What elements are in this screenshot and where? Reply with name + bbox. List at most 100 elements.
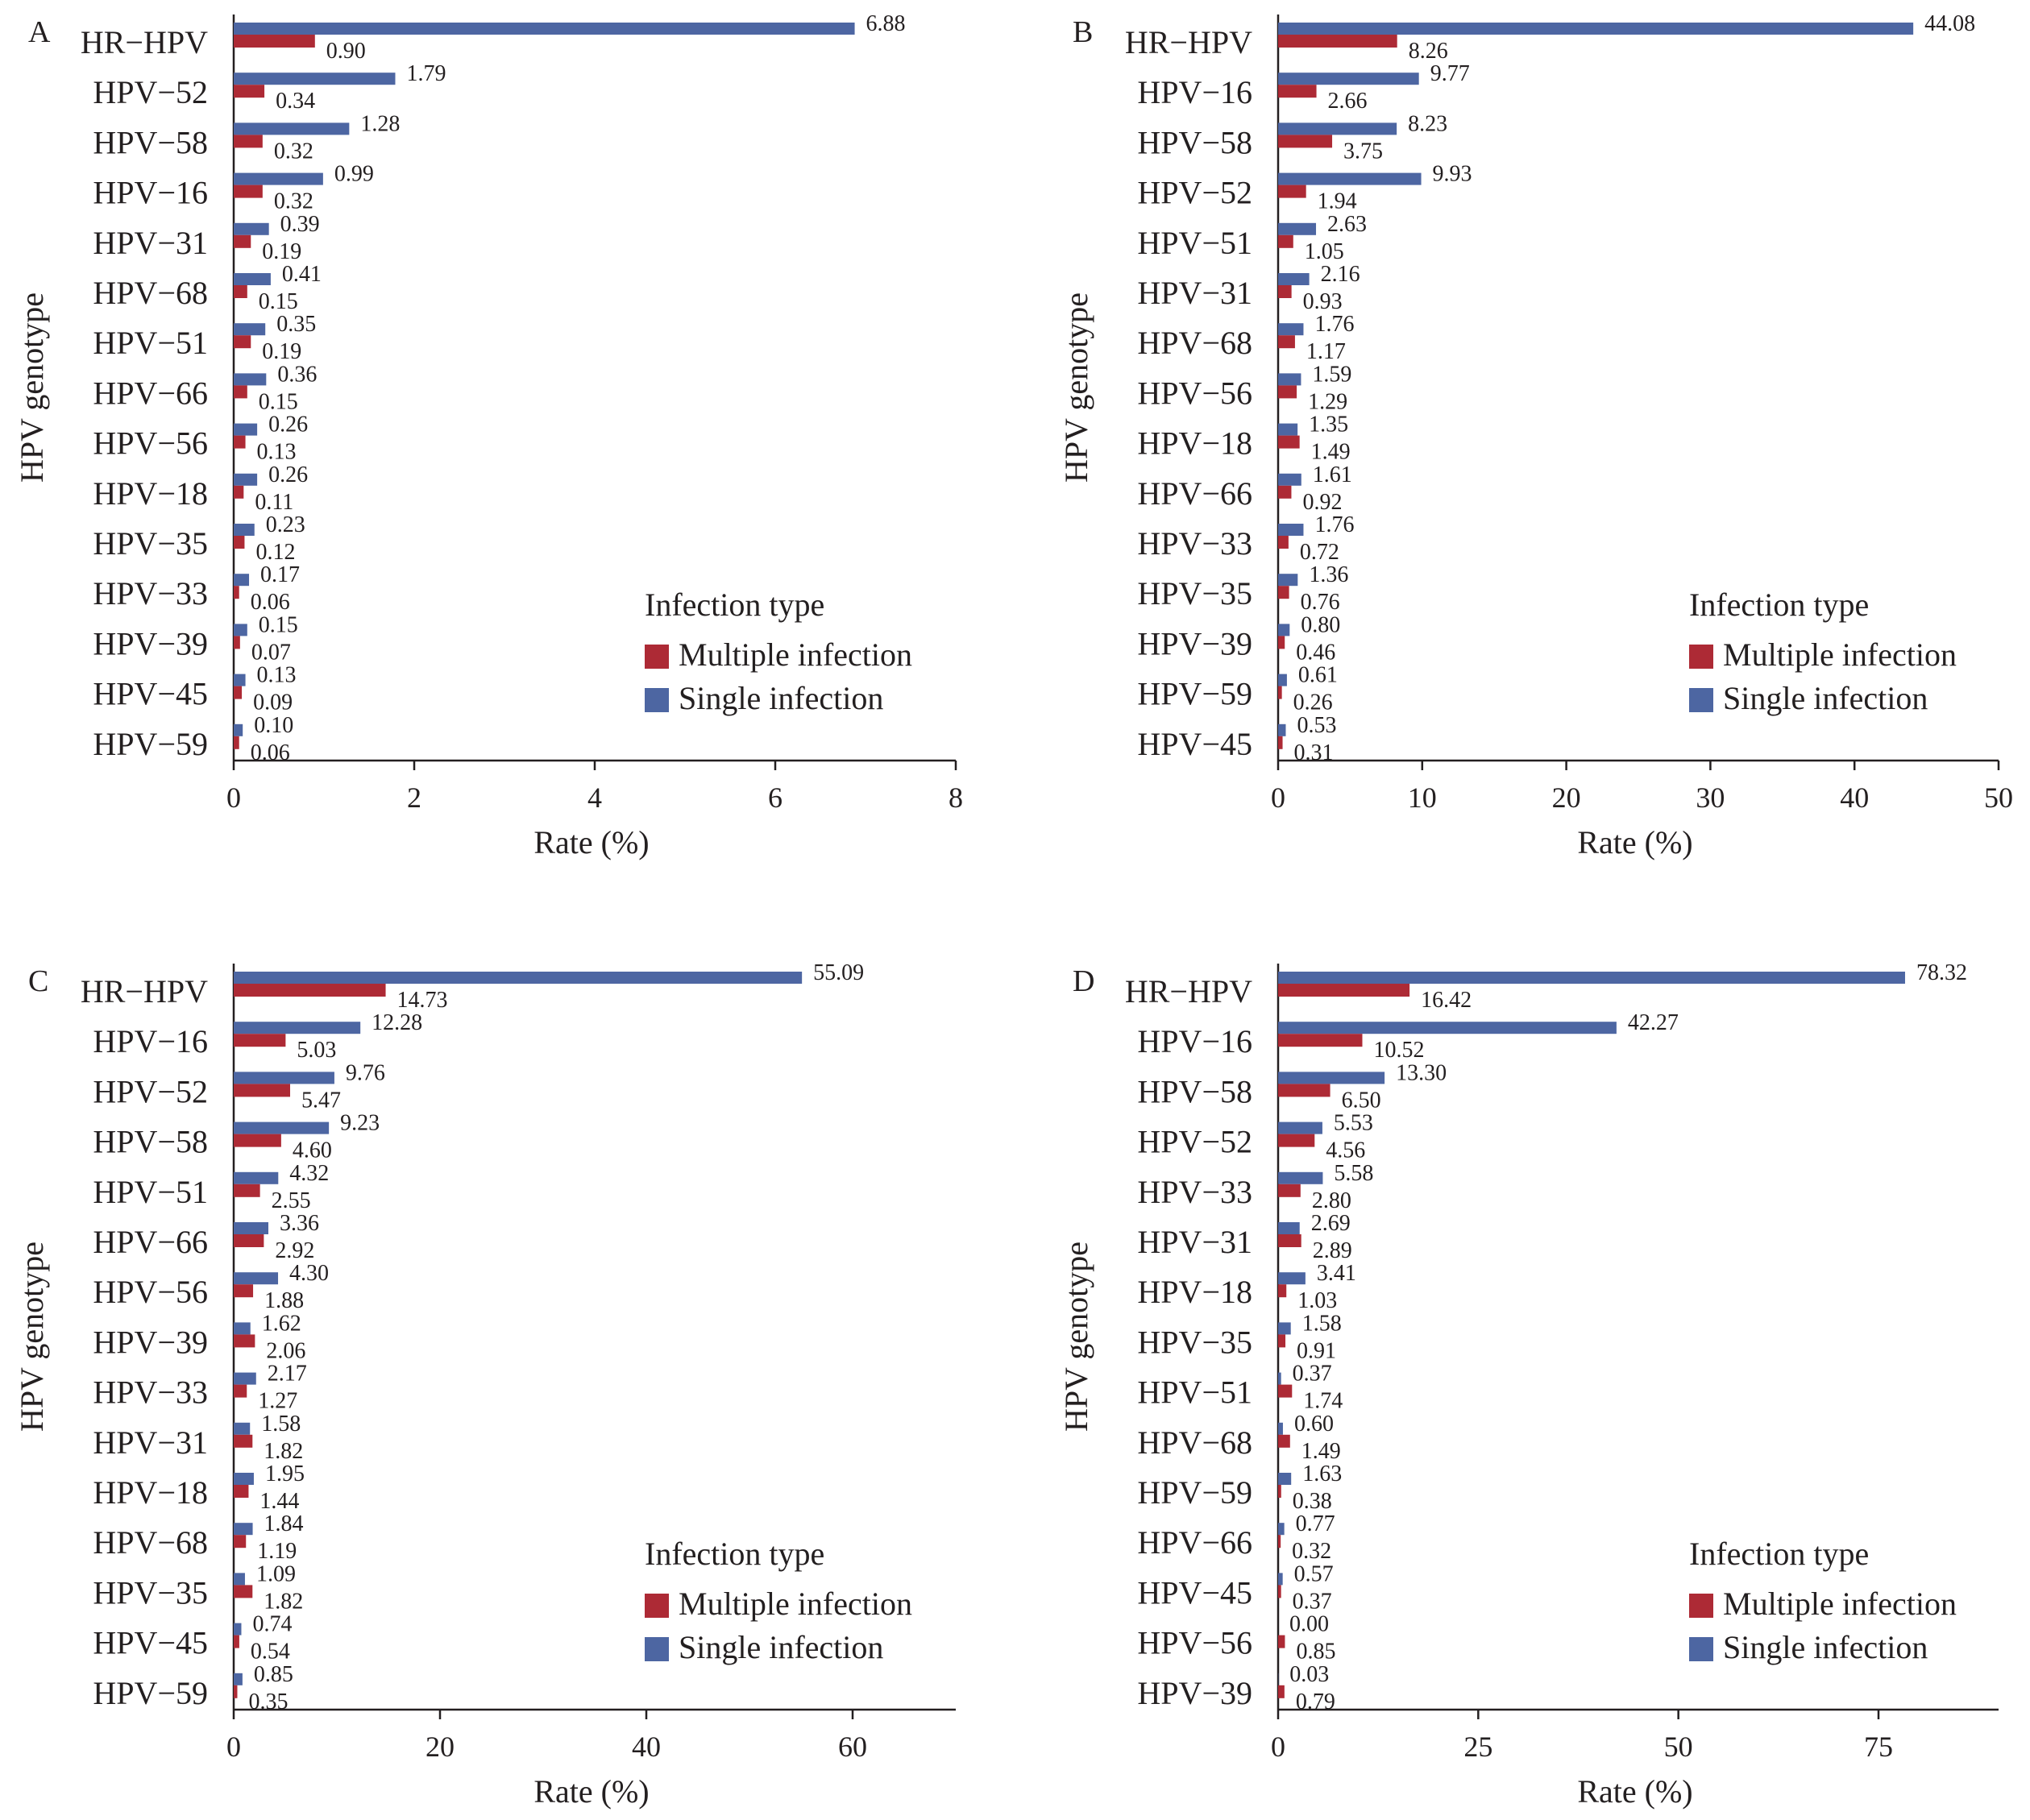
panel-c-bar-multiple	[234, 1485, 248, 1498]
panel-d-label-single: 3.41	[1317, 1261, 1356, 1286]
panel-a-bar-single	[234, 223, 269, 235]
panel-b-label-single: 1.61	[1313, 462, 1352, 487]
panel-d-bar-single	[1278, 1523, 1285, 1535]
panel-b-bar-single	[1278, 173, 1422, 185]
panel-b-bar-multiple	[1278, 285, 1292, 298]
panel-c-bar-multiple	[234, 1685, 237, 1698]
panel-a-label-multiple: 0.13	[257, 440, 297, 465]
panel-a-label-multiple: 0.32	[274, 139, 313, 164]
panel-c-category-label: HPV−16	[93, 1023, 208, 1059]
panel-a-bar-multiple	[234, 335, 251, 348]
panel-b-category-label: HPV−33	[1137, 525, 1252, 562]
panel-c-category-label: HPV−18	[93, 1474, 208, 1511]
panel-b-x-tick-label: 20	[1552, 781, 1581, 814]
panel-c-legend-swatch-multiple	[645, 1594, 669, 1618]
panel-a-category-label: HPV−35	[93, 525, 208, 562]
panel-d-label-single: 5.58	[1334, 1161, 1373, 1186]
panel-c-bar-single	[234, 1573, 245, 1585]
panel-b-label-single: 44.08	[1924, 11, 1975, 36]
panel-b-bar-multiple	[1278, 135, 1332, 147]
panel-b-label-single: 9.77	[1430, 61, 1470, 86]
panel-b-bar-multiple	[1278, 385, 1297, 398]
panel-a-bar-single	[234, 724, 243, 736]
panel-a-category-label: HPV−18	[93, 475, 208, 512]
panel-a-x-axis-label: Rate (%)	[533, 824, 649, 860]
panel-c-bar-multiple	[234, 1084, 290, 1097]
panel-b-label-multiple: 1.05	[1305, 239, 1344, 264]
panel-c-label-multiple: 1.27	[258, 1389, 297, 1414]
panel-c-label-single: 0.85	[254, 1662, 293, 1687]
panel-c-category-label: HPV−35	[93, 1574, 208, 1611]
panel-b-label-single: 2.16	[1321, 262, 1360, 287]
panel-c-label-multiple: 5.47	[301, 1088, 341, 1113]
panel-c-label-multiple: 0.54	[251, 1640, 290, 1665]
panel-a-bar-single	[234, 23, 855, 35]
panel-c-category-label: HPV−68	[93, 1524, 208, 1561]
panel-c-bar-single	[234, 1172, 278, 1184]
panel-a-bar-single	[234, 524, 255, 536]
panel-a-label-single: 0.36	[277, 362, 317, 387]
panel-a-label-single: 0.41	[282, 262, 322, 287]
panel-c-bar-multiple	[234, 1435, 252, 1448]
panel-d-label-multiple: 0.38	[1293, 1489, 1332, 1514]
panel-a-bar-single	[234, 674, 246, 686]
panel-b-label-multiple: 2.66	[1328, 89, 1368, 114]
panel-c-bar-single	[234, 1072, 334, 1084]
panel-c-category-label: HPV−52	[93, 1073, 208, 1109]
panel-c-legend-swatch-single	[645, 1637, 669, 1661]
panel-b-bar-single	[1278, 273, 1310, 285]
panel-c-bar-multiple	[234, 1535, 246, 1548]
panel-a-bar-multiple	[234, 235, 251, 248]
panel-d-bar-single	[1278, 1072, 1384, 1084]
panel-d-legend-swatch-multiple	[1689, 1594, 1713, 1618]
panel-b-label-multiple: 3.75	[1343, 139, 1383, 164]
panel-d-label-multiple: 0.79	[1296, 1689, 1335, 1714]
panel-c-x-tick-label: 60	[838, 1731, 867, 1763]
panel-b-bar-single	[1278, 674, 1287, 686]
panel-b-category-label: HPV−35	[1137, 575, 1252, 612]
panel-d-label-single: 42.27	[1628, 1010, 1679, 1035]
panel-a-category-label: HPV−16	[93, 175, 208, 211]
panel-c-category-label: HR−HPV	[81, 973, 208, 1009]
panel-a-bar-single	[234, 474, 257, 486]
panel-c-bar-single	[234, 972, 802, 984]
panel-c-x-tick-label: 40	[632, 1731, 661, 1763]
panel-b-label-multiple: 0.92	[1302, 490, 1342, 515]
panel-b-bar-multiple	[1278, 35, 1397, 48]
panel-b-category-label: HPV−16	[1137, 74, 1252, 110]
panel-d-category-label: HPV−58	[1137, 1073, 1252, 1109]
panel-a-x-tick-label: 4	[587, 781, 602, 814]
panel-b-x-axis-label: Rate (%)	[1577, 824, 1692, 860]
panel-a-bar-multiple	[234, 35, 315, 48]
panel-b-bar-multiple	[1278, 185, 1306, 198]
panel-a-label-single: 0.13	[257, 663, 297, 688]
panel-c-label-multiple: 14.73	[397, 988, 448, 1013]
panel-a-label-single: 1.79	[406, 61, 446, 86]
panel-b-label-multiple: 0.46	[1296, 640, 1335, 665]
panel-b-bar-single	[1278, 474, 1301, 486]
panel-b-bar-multiple	[1278, 686, 1282, 699]
panel-d-category-label: HPV−66	[1137, 1524, 1252, 1561]
panel-d-legend-title: Infection type	[1689, 1536, 1869, 1572]
panel-a-category-label: HPV−59	[93, 726, 208, 762]
panel-d-category-label: HPV−45	[1137, 1574, 1252, 1611]
panel-c-category-label: HPV−66	[93, 1224, 208, 1260]
panel-d-label-single: 0.37	[1293, 1362, 1332, 1387]
panel-d-bar-single	[1278, 1172, 1322, 1184]
panel-c-label-multiple: 1.88	[264, 1288, 304, 1313]
panel-d-label-single: 0.00	[1289, 1612, 1329, 1637]
panel-b-bar-single	[1278, 122, 1397, 135]
panel-a-label-single: 0.99	[334, 162, 374, 187]
panel-a-legend-label-single: Single infection	[679, 680, 883, 716]
panel-a-label-multiple: 0.06	[251, 740, 290, 765]
panel-d-bar-multiple	[1278, 1636, 1285, 1648]
panel-d-label-multiple: 1.03	[1297, 1288, 1337, 1313]
panel-a-category-label: HPV−33	[93, 575, 208, 612]
panel-c-bar-single	[234, 1623, 241, 1636]
panel-c-letter: C	[28, 964, 48, 998]
panel-a-legend-label-multiple: Multiple infection	[679, 636, 912, 673]
panel-d-category-label: HPV−31	[1137, 1224, 1252, 1260]
panel-b-category-label: HPV−58	[1137, 124, 1252, 160]
panel-c-bar-single	[234, 1673, 243, 1685]
panel-d-x-axis-label: Rate (%)	[1577, 1773, 1692, 1810]
